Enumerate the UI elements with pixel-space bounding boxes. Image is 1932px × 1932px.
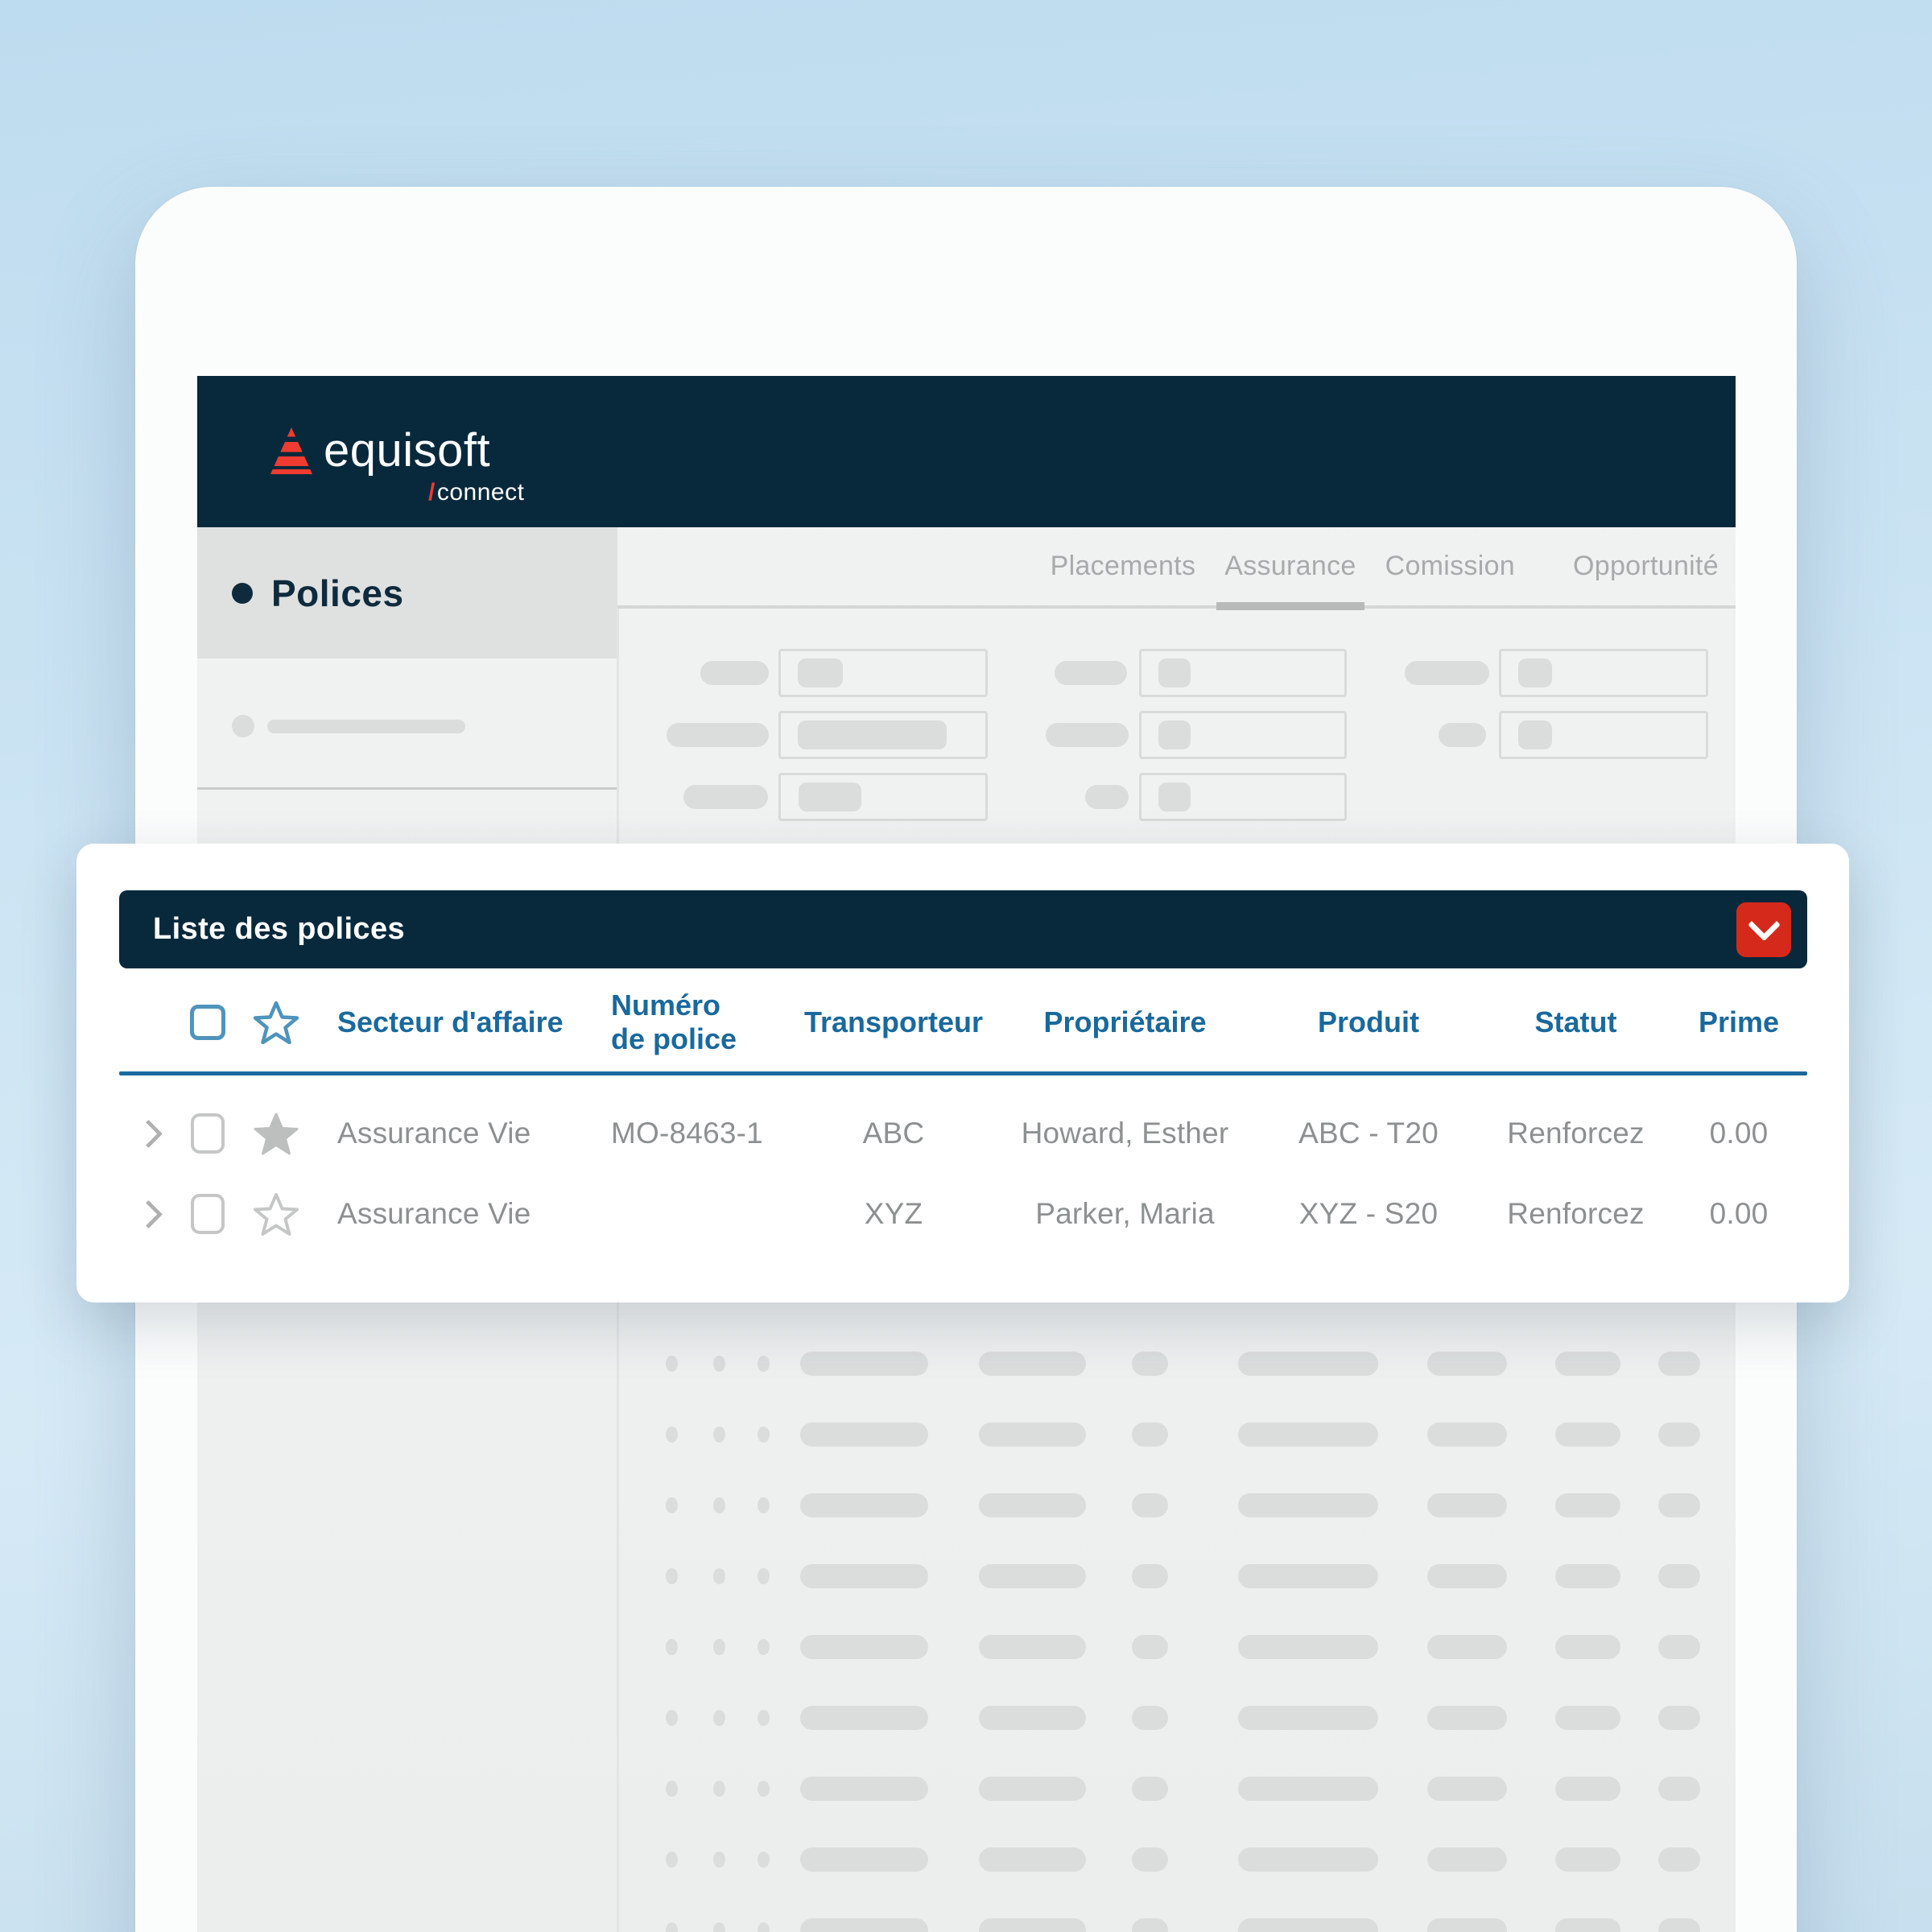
app-header-bar: equisoft /connect — [197, 376, 1736, 527]
cell-prime: 0.00 — [1709, 1117, 1769, 1150]
tab-assurance[interactable]: Assurance — [1216, 527, 1364, 610]
policy-row-2[interactable]: Assurance Vie XYZ Parker, Maria XYZ - S2… — [119, 1174, 1807, 1254]
sidebar-skeleton-avatar — [232, 715, 254, 737]
card-title-bar: Liste des polices — [119, 890, 1807, 968]
cell-numero: MO-8463-1 — [611, 1117, 763, 1150]
star-outline-icon[interactable] — [253, 1192, 299, 1236]
cell-produit: XYZ - S20 — [1298, 1197, 1439, 1230]
expand-row-icon[interactable] — [134, 1119, 163, 1148]
cell-statut: Renforcez — [1507, 1117, 1645, 1150]
skeleton-row — [617, 1493, 1736, 1517]
brand-sub-label: connect — [436, 479, 525, 506]
skeleton-row — [617, 1422, 1736, 1447]
skeleton-row — [617, 1564, 1736, 1588]
column-header-produit[interactable]: Produit — [1318, 1005, 1419, 1038]
tab-comission[interactable]: Comission — [1385, 551, 1516, 581]
column-header-numero[interactable]: Numéro de police — [611, 989, 737, 1055]
chevron-down-icon — [1747, 908, 1781, 942]
skeleton-row — [617, 1352, 1736, 1376]
row-checkbox[interactable] — [190, 1113, 225, 1154]
skeleton-row — [617, 1847, 1736, 1872]
expand-row-icon[interactable] — [134, 1199, 163, 1228]
sidebar-item-label: Polices — [271, 572, 404, 614]
equisoft-logo: equisoft /connect — [270, 424, 524, 506]
column-header-proprietaire[interactable]: Propriétaire — [1043, 1005, 1207, 1038]
brand-sub: /connect — [428, 479, 524, 506]
brand-slash: / — [428, 479, 436, 506]
tab-placements[interactable]: Placements — [1050, 551, 1196, 581]
cell-secteur: Assurance Vie — [337, 1197, 531, 1230]
row-checkbox[interactable] — [190, 1194, 225, 1234]
cell-transporteur: ABC — [862, 1117, 925, 1150]
skeleton-row — [617, 1635, 1736, 1659]
skeleton-row — [617, 1918, 1736, 1932]
table-header-row: Secteur d'affaire Numéro de police Trans… — [119, 968, 1807, 1075]
collapse-button[interactable] — [1736, 902, 1791, 957]
sidebar-skeleton-bar — [267, 720, 465, 733]
favorite-column-icon[interactable] — [253, 1001, 299, 1044]
skeleton-row — [617, 1706, 1736, 1730]
star-filled-icon[interactable] — [254, 1112, 299, 1155]
cell-secteur: Assurance Vie — [337, 1117, 531, 1150]
cell-proprietaire: Parker, Maria — [1035, 1197, 1215, 1230]
card-title: Liste des polices — [153, 912, 406, 946]
sidebar-divider — [197, 787, 617, 790]
column-header-secteur[interactable]: Secteur d'affaire — [337, 1005, 564, 1038]
tab-opportunite[interactable]: Opportunité — [1573, 551, 1719, 581]
skeleton-row — [617, 1777, 1736, 1801]
section-tabs: Placements Assurance Comission Opportuni… — [617, 527, 1736, 610]
select-all-checkbox[interactable] — [189, 1004, 225, 1040]
cell-prime: 0.00 — [1709, 1197, 1769, 1230]
cell-proprietaire: Howard, Esther — [1021, 1117, 1229, 1150]
column-header-transporteur[interactable]: Transporteur — [803, 1005, 984, 1038]
cell-produit: ABC - T20 — [1298, 1117, 1439, 1150]
policies-list-card: Liste des polices Secteur d'affaire Numé… — [76, 844, 1849, 1302]
cell-transporteur: XYZ — [864, 1197, 923, 1230]
policy-row-1[interactable]: Assurance Vie MO-8463-1 ABC Howard, Esth… — [119, 1093, 1807, 1174]
active-dot-icon — [232, 582, 253, 604]
sidebar-item-polices[interactable]: Polices — [197, 527, 617, 658]
column-header-statut[interactable]: Statut — [1534, 1005, 1617, 1038]
brand-name: equisoft — [324, 424, 491, 477]
equisoft-triangle-icon — [270, 427, 312, 474]
column-header-prime[interactable]: Prime — [1698, 1005, 1780, 1038]
cell-statut: Renforcez — [1507, 1197, 1645, 1230]
